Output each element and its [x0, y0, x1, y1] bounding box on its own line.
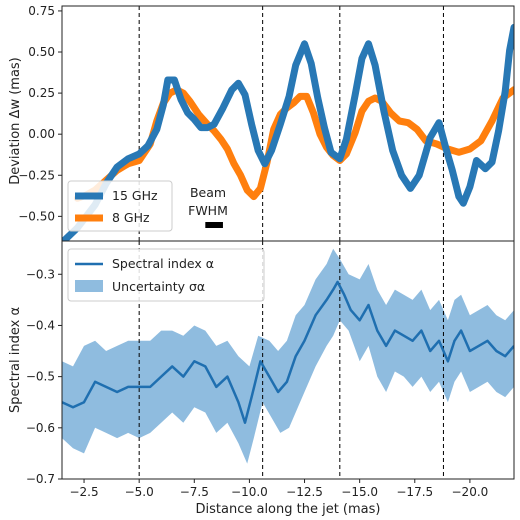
top-ytick-label: 0.75: [28, 4, 55, 18]
top-ytick-label: 0.25: [28, 86, 55, 100]
fwhm-label: FWHM: [188, 203, 228, 218]
xtick-label: −20.0: [452, 485, 489, 499]
bottom-x-ticks: −2.5 −5.0 −7.5 −10.0 −12.5 −15.0 −17.5 −20.0: [69, 479, 488, 499]
beam-label: Beam: [190, 185, 226, 200]
bottom-y-axis-label: Spectral index α: [8, 307, 23, 413]
bottom-panel: −0.7 −0.6 −0.5 −0.4 −0.3 −2.5 −5.0 −7.5 −10.0 −1…: [8, 240, 515, 517]
bottom-series: [62, 280, 514, 424]
legend-swatch-uncertainty: [75, 280, 103, 292]
legend-label-spectral-index: Spectral index α: [112, 256, 214, 271]
top-ytick-label: 0.00: [28, 127, 55, 141]
top-ytick-label: 0.50: [28, 45, 55, 59]
xtick-label: −12.5: [286, 485, 323, 499]
bottom-legend-box: [67, 248, 265, 302]
xtick-label: −10.0: [231, 485, 268, 499]
top-legend: 15 GHz 8 GHz: [67, 180, 173, 232]
bottom-vlines: [138, 241, 444, 479]
top-ytick-label: −0.25: [18, 168, 55, 182]
xtick-label: −7.5: [180, 485, 209, 499]
xtick-label: −5.0: [125, 485, 154, 499]
xtick-label: −15.0: [341, 485, 378, 499]
top-series: [62, 23, 514, 241]
xtick-label: −2.5: [69, 485, 98, 499]
bottom-y-ticks: −0.7 −0.6 −0.5 −0.4 −0.3: [26, 267, 62, 486]
top-panel: −0.50 −0.25 0.00 0.25 0.50 0.75 Deviation Δw …: [8, 4, 515, 242]
series-line-15ghz: [62, 23, 514, 241]
bottom-ytick-label: −0.5: [26, 370, 55, 384]
top-y-ticks: −0.50 −0.25 0.00 0.25 0.50 0.75: [18, 4, 62, 223]
legend-label-uncertainty: Uncertainty σα: [112, 279, 205, 294]
uncertainty-band: [62, 248, 514, 464]
spectral-index-line: [62, 280, 514, 424]
bottom-ytick-label: −0.4: [26, 318, 55, 332]
legend-label-8ghz: 8 GHz: [112, 210, 150, 225]
top-ytick-label: −0.50: [18, 209, 55, 223]
bottom-legend: Spectral index α Uncertainty σα: [67, 248, 265, 302]
bottom-uncertainty-band: [62, 248, 514, 464]
bottom-ytick-label: −0.7: [26, 472, 55, 486]
bottom-ytick-label: −0.6: [26, 421, 55, 435]
bottom-x-axis-label: Distance along the jet (mas): [196, 502, 381, 517]
beam-annotation: Beam FWHM: [188, 185, 228, 228]
bottom-plot-frame: [61, 240, 515, 480]
top-y-axis-label: Deviation Δw (mas): [8, 57, 23, 185]
legend-label-15ghz: 15 GHz: [112, 188, 158, 203]
bottom-ytick-label: −0.3: [26, 267, 55, 281]
xtick-label: −17.5: [396, 485, 433, 499]
